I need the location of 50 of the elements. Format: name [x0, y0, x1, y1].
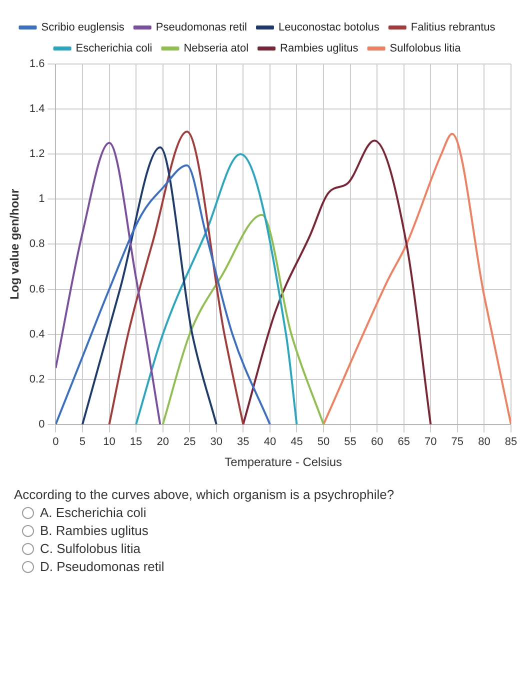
x-tick-label: 45 [290, 436, 303, 448]
line-series [81, 146, 218, 424]
x-axis-title: Temperature - Celsius [224, 455, 342, 470]
y-tick-label: 0.4 [29, 328, 45, 340]
y-axis-title: Log value gen/hour [8, 188, 22, 300]
y-tick-label: 0.8 [29, 238, 45, 250]
line-series [135, 153, 298, 424]
x-tick-label: 75 [451, 436, 464, 448]
x-tick-label: 15 [130, 436, 142, 448]
x-tick-label: 20 [156, 436, 169, 448]
line-series [322, 132, 511, 424]
x-tick-label: 50 [317, 436, 330, 448]
legend-label: Sulfolobus litia [390, 42, 462, 55]
legend-label: Rambies uglitus [280, 42, 359, 55]
x-tick-label: 65 [398, 436, 410, 448]
x-tick-label: 25 [183, 436, 196, 448]
line-series [56, 142, 162, 424]
x-tick-label: 0 [52, 436, 59, 448]
y-tick-label: 0 [38, 418, 45, 430]
legend-label: Nebseria atol [184, 42, 249, 55]
y-tick-label: 1.4 [29, 103, 45, 116]
line-series [162, 214, 325, 424]
x-tick-label: 10 [103, 436, 116, 448]
x-tick-label: 5 [79, 436, 86, 448]
x-tick-label: 40 [264, 436, 276, 448]
line-series [242, 140, 432, 424]
line-series [108, 130, 244, 424]
x-tick-label: 70 [424, 436, 437, 448]
y-tick-label: 1.2 [29, 148, 45, 160]
x-tick-label: 80 [478, 436, 490, 448]
legend-label: Scribio euglensis [41, 22, 125, 34]
x-tick-label: 30 [210, 436, 223, 448]
legend-label: Escherichia coli [76, 42, 152, 55]
legend-label: Leuconostac botolus [278, 22, 380, 34]
x-tick-label: 85 [504, 436, 518, 448]
y-tick-label: 0.2 [29, 373, 45, 386]
y-tick-label: 0.6 [29, 283, 45, 296]
x-tick-label: 55 [344, 436, 356, 448]
legend-label: Pseudomonas retil [156, 22, 247, 34]
x-tick-label: 60 [370, 436, 384, 448]
legend-label: Falitius rebrantus [410, 22, 496, 34]
y-tick-label: 1.6 [29, 58, 45, 70]
x-tick-label: 35 [237, 436, 250, 448]
y-tick-label: 1 [38, 193, 45, 206]
text: According to the curves above, which organism is a psychrophile? [14, 487, 394, 502]
line-series [56, 164, 271, 424]
text: B. Rambies uglitus [40, 523, 148, 538]
text: D. Pseudomonas retil [40, 559, 164, 574]
text: A. Escherichia coli [40, 505, 146, 520]
text: C. Sulfolobus litia [40, 541, 140, 556]
